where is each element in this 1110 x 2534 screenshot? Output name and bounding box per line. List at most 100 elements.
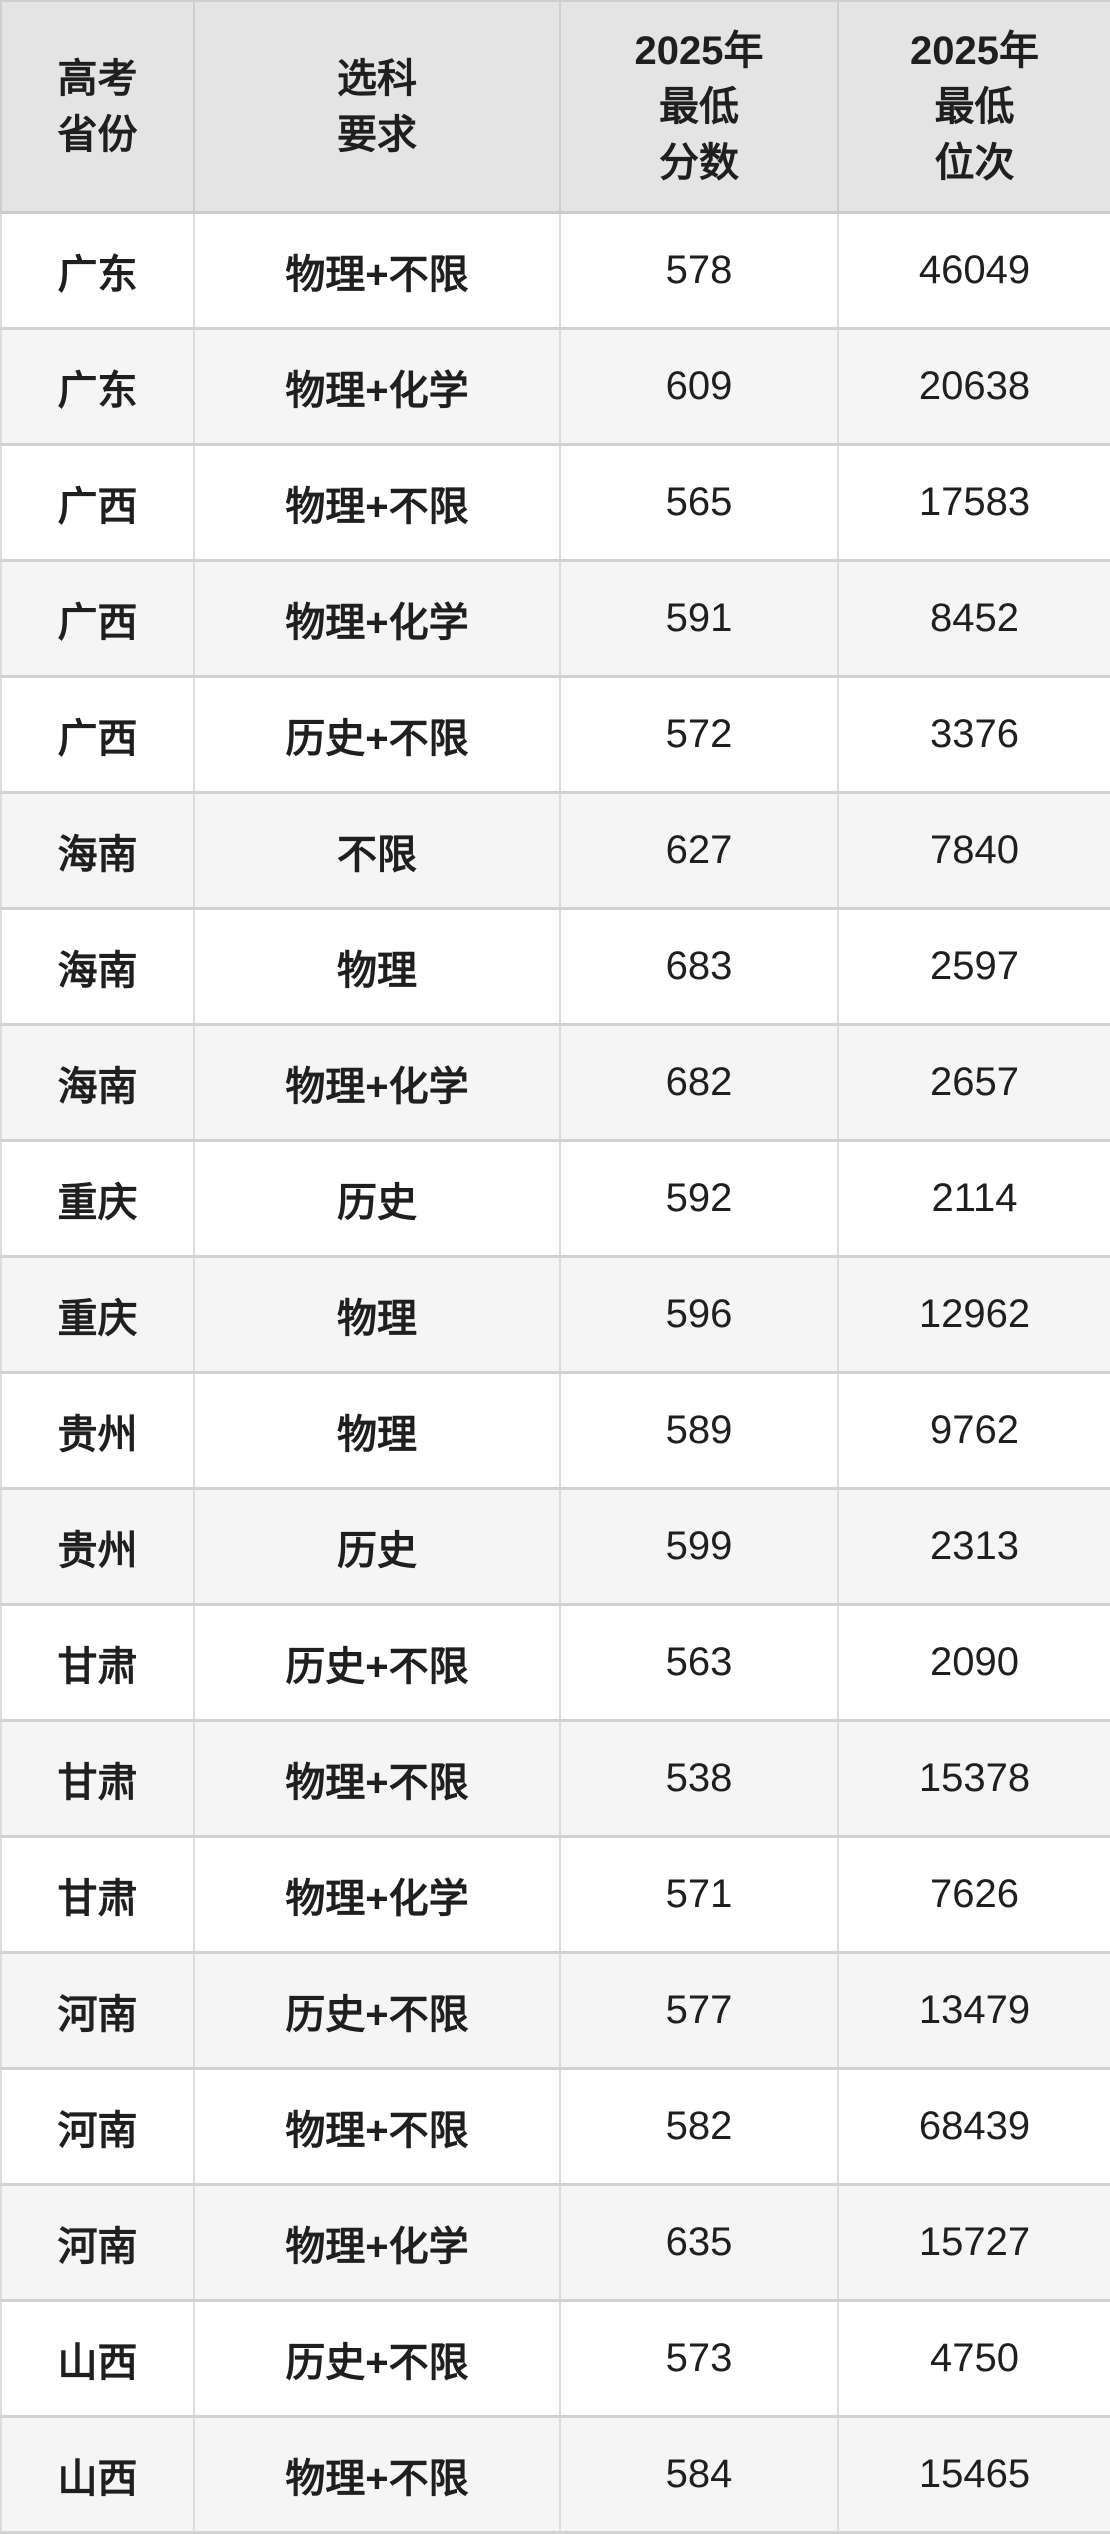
rank-cell: 15465: [837, 2416, 1110, 2534]
province-cell: 海南: [0, 792, 195, 910]
score-cell: 572: [559, 676, 839, 794]
province-cell: 海南: [0, 1024, 195, 1142]
rank-cell: 15378: [837, 1720, 1110, 1838]
score-cell: 683: [559, 908, 839, 1026]
header-cell-requirement: 选科 要求: [193, 0, 561, 214]
score-cell: 563: [559, 1604, 839, 1722]
score-cell: 592: [559, 1140, 839, 1258]
table-row: 河南 物理+化学 635 15727: [0, 2184, 1110, 2302]
province-cell: 海南: [0, 908, 195, 1026]
table-row: 广东 物理+化学 609 20638: [0, 328, 1110, 446]
rank-cell: 3376: [837, 676, 1110, 794]
province-cell: 山西: [0, 2300, 195, 2418]
requirement-cell: 物理+化学: [193, 328, 561, 446]
score-cell: 599: [559, 1488, 839, 1606]
rank-cell: 2657: [837, 1024, 1110, 1142]
score-cell: 584: [559, 2416, 839, 2534]
rank-cell: 46049: [837, 212, 1110, 330]
table-row: 甘肃 物理+不限 538 15378: [0, 1720, 1110, 1838]
requirement-cell: 物理+化学: [193, 1836, 561, 1954]
score-cell: 573: [559, 2300, 839, 2418]
requirement-cell: 历史: [193, 1140, 561, 1258]
table-row: 山西 历史+不限 573 4750: [0, 2300, 1110, 2418]
rank-cell: 8452: [837, 560, 1110, 678]
requirement-cell: 物理+不限: [193, 1720, 561, 1838]
rank-cell: 9762: [837, 1372, 1110, 1490]
requirement-cell: 历史+不限: [193, 1604, 561, 1722]
requirement-cell: 物理+化学: [193, 1024, 561, 1142]
rank-cell: 12962: [837, 1256, 1110, 1374]
rank-cell: 7626: [837, 1836, 1110, 1954]
table-row: 重庆 历史 592 2114: [0, 1140, 1110, 1258]
rank-cell: 2597: [837, 908, 1110, 1026]
province-cell: 广西: [0, 444, 195, 562]
table-row: 海南 物理+化学 682 2657: [0, 1024, 1110, 1142]
requirement-cell: 历史+不限: [193, 2300, 561, 2418]
province-cell: 河南: [0, 2184, 195, 2302]
rank-cell: 15727: [837, 2184, 1110, 2302]
requirement-cell: 物理+不限: [193, 212, 561, 330]
score-cell: 596: [559, 1256, 839, 1374]
table-row: 河南 历史+不限 577 13479: [0, 1952, 1110, 2070]
table-header-row: 高考 省份 选科 要求 2025年 最低 分数 2025年 最低 位次: [0, 0, 1110, 214]
table-row: 甘肃 历史+不限 563 2090: [0, 1604, 1110, 1722]
score-cell: 565: [559, 444, 839, 562]
province-cell: 广西: [0, 676, 195, 794]
province-cell: 甘肃: [0, 1836, 195, 1954]
requirement-cell: 历史+不限: [193, 1952, 561, 2070]
province-cell: 贵州: [0, 1488, 195, 1606]
rank-cell: 7840: [837, 792, 1110, 910]
requirement-cell: 物理+化学: [193, 560, 561, 678]
province-cell: 河南: [0, 1952, 195, 2070]
header-cell-rank: 2025年 最低 位次: [837, 0, 1110, 214]
score-cell: 591: [559, 560, 839, 678]
table-row: 广西 物理+不限 565 17583: [0, 444, 1110, 562]
table-row: 贵州 物理 589 9762: [0, 1372, 1110, 1490]
table-row: 甘肃 物理+化学 571 7626: [0, 1836, 1110, 1954]
rank-cell: 2313: [837, 1488, 1110, 1606]
province-cell: 山西: [0, 2416, 195, 2534]
requirement-cell: 物理: [193, 1372, 561, 1490]
province-cell: 广西: [0, 560, 195, 678]
table-row: 海南 物理 683 2597: [0, 908, 1110, 1026]
rank-cell: 2114: [837, 1140, 1110, 1258]
requirement-cell: 物理+化学: [193, 2184, 561, 2302]
requirement-cell: 历史: [193, 1488, 561, 1606]
province-cell: 河南: [0, 2068, 195, 2186]
score-cell: 538: [559, 1720, 839, 1838]
rank-cell: 13479: [837, 1952, 1110, 2070]
table-row: 广西 历史+不限 572 3376: [0, 676, 1110, 794]
requirement-cell: 物理: [193, 1256, 561, 1374]
rank-cell: 17583: [837, 444, 1110, 562]
table-row: 海南 不限 627 7840: [0, 792, 1110, 910]
requirement-cell: 不限: [193, 792, 561, 910]
table-row: 贵州 历史 599 2313: [0, 1488, 1110, 1606]
requirement-cell: 物理+不限: [193, 2416, 561, 2534]
rank-cell: 68439: [837, 2068, 1110, 2186]
header-cell-province: 高考 省份: [0, 0, 195, 214]
score-cell: 577: [559, 1952, 839, 2070]
table-row: 广东 物理+不限 578 46049: [0, 212, 1110, 330]
province-cell: 甘肃: [0, 1604, 195, 1722]
header-cell-score: 2025年 最低 分数: [559, 0, 839, 214]
score-cell: 582: [559, 2068, 839, 2186]
province-cell: 重庆: [0, 1140, 195, 1258]
score-cell: 571: [559, 1836, 839, 1954]
score-cell: 609: [559, 328, 839, 446]
rank-cell: 20638: [837, 328, 1110, 446]
rank-cell: 2090: [837, 1604, 1110, 1722]
table-row: 广西 物理+化学 591 8452: [0, 560, 1110, 678]
score-cell: 589: [559, 1372, 839, 1490]
requirement-cell: 物理+不限: [193, 444, 561, 562]
province-cell: 广东: [0, 212, 195, 330]
province-cell: 甘肃: [0, 1720, 195, 1838]
table-row: 河南 物理+不限 582 68439: [0, 2068, 1110, 2186]
score-cell: 627: [559, 792, 839, 910]
rank-cell: 4750: [837, 2300, 1110, 2418]
table-row: 重庆 物理 596 12962: [0, 1256, 1110, 1374]
score-cell: 635: [559, 2184, 839, 2302]
province-cell: 重庆: [0, 1256, 195, 1374]
requirement-cell: 历史+不限: [193, 676, 561, 794]
province-cell: 广东: [0, 328, 195, 446]
